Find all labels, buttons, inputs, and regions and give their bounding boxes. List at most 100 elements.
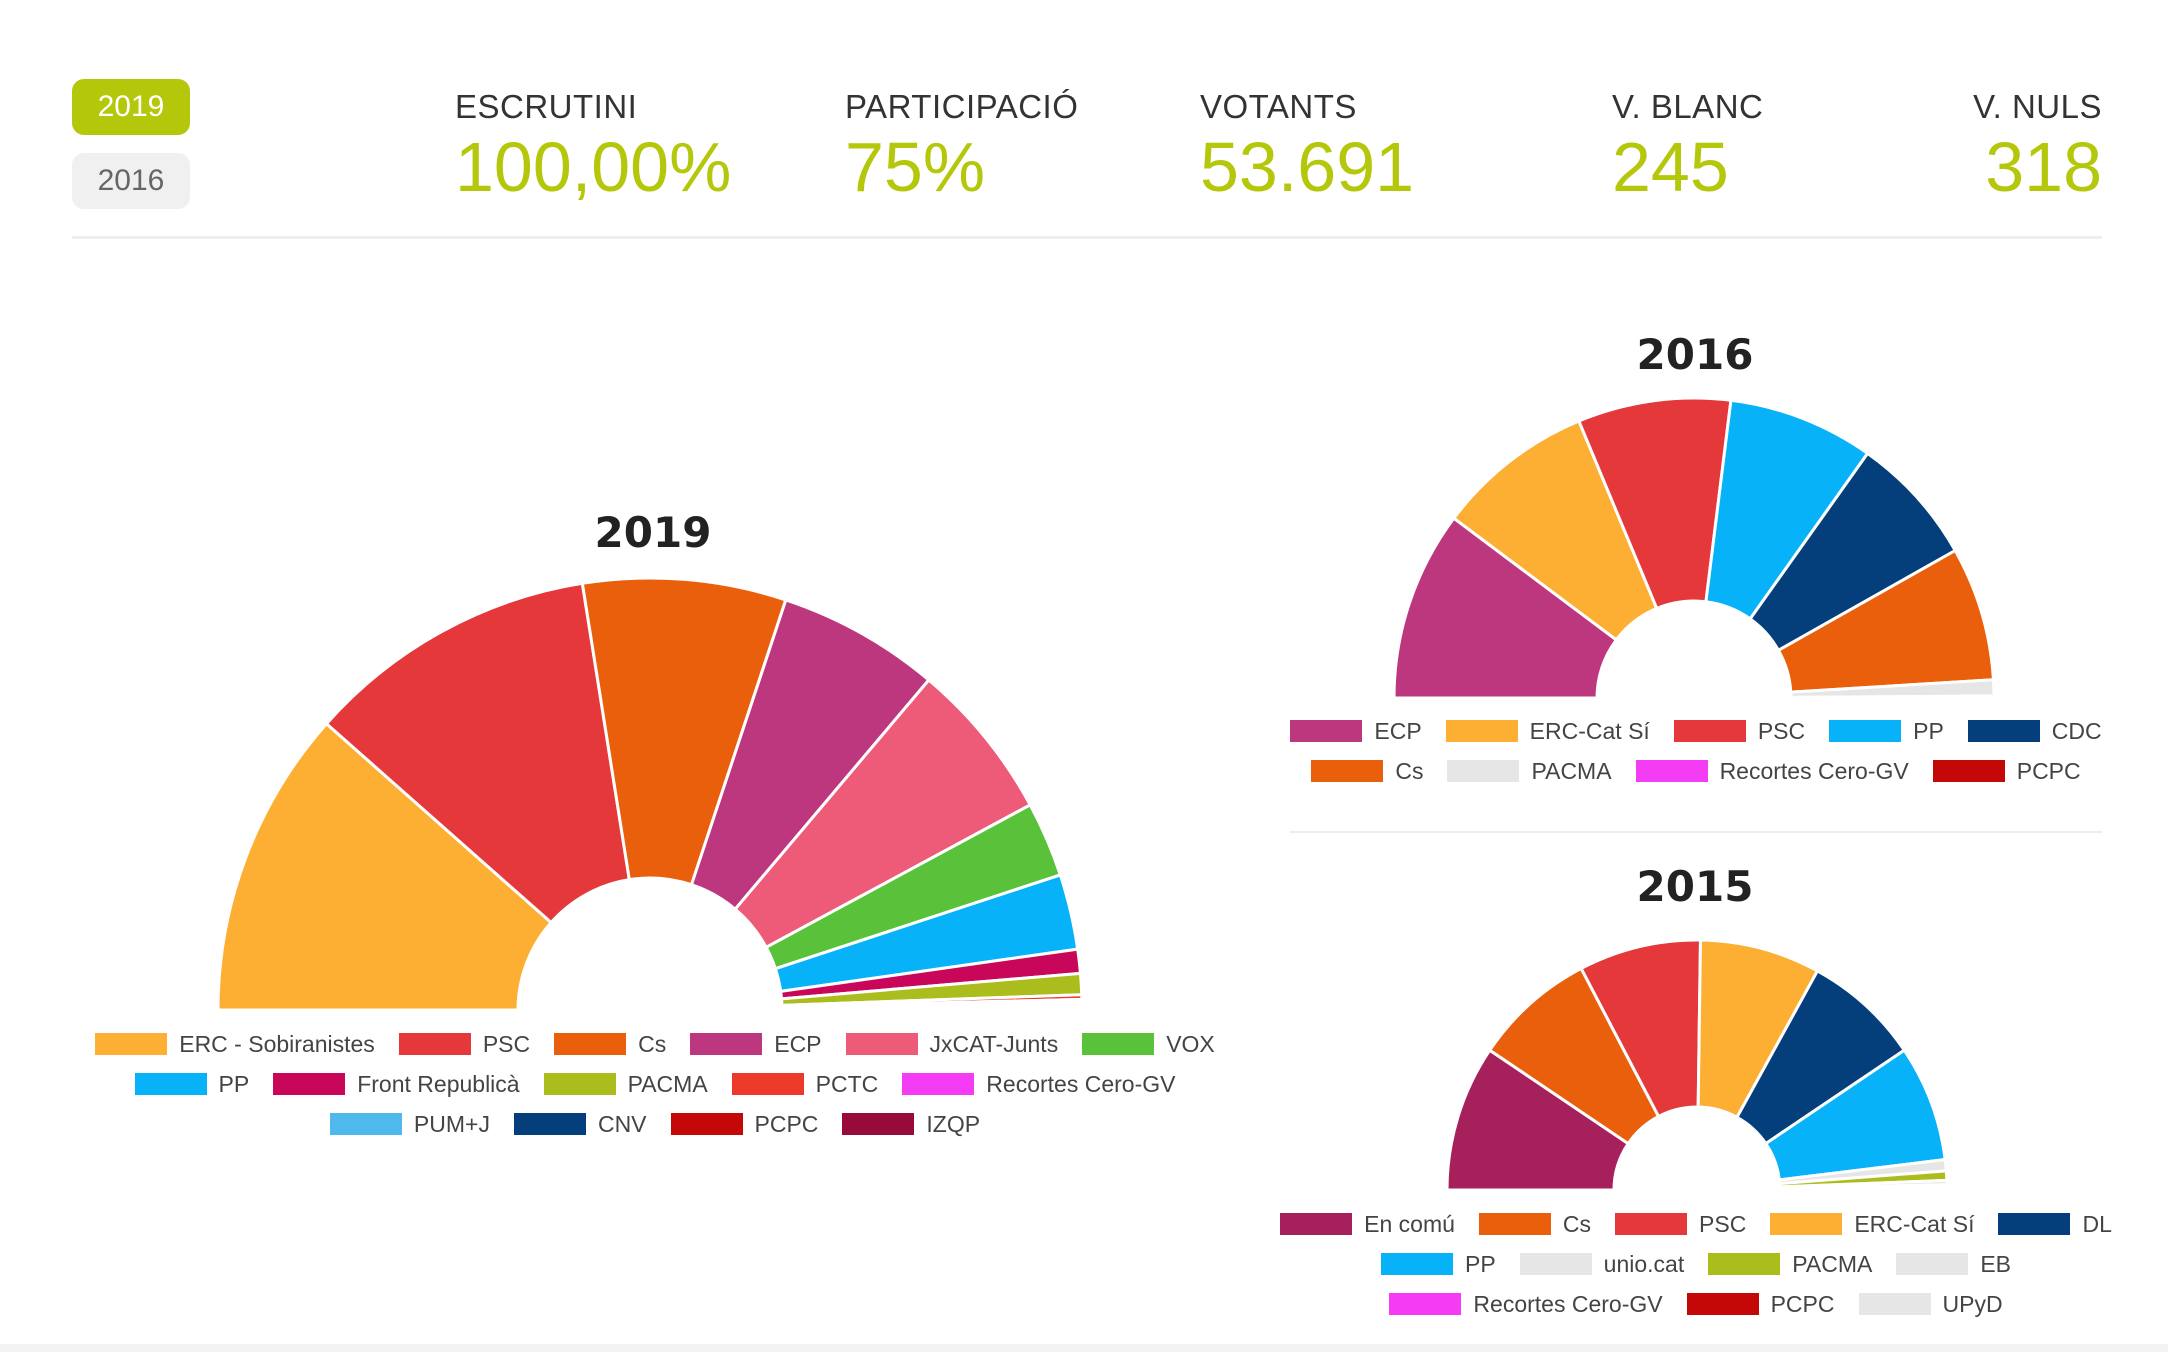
legend-item-pcpc[interactable]: PCPC [1686, 1291, 1835, 1318]
legend-item-ecp[interactable]: ECP [1290, 717, 1422, 745]
legend-swatch [1478, 1213, 1551, 1235]
legend-item-cnv[interactable]: CNV [513, 1110, 647, 1138]
legend-label: Cs [638, 1030, 667, 1057]
legend-label: PP [1464, 1250, 1496, 1277]
legend-item-recortes-cero-gv[interactable]: Recortes Cero-GV [1389, 1291, 1663, 1318]
slice-2019-erc-sobiranistes[interactable] [216, 722, 553, 1012]
legend-label: UPyD [1942, 1290, 2003, 1317]
legend-item-vox[interactable]: VOX [1082, 1031, 1215, 1058]
stat-label: V. NULS [1973, 88, 2102, 125]
bottom-bar [0, 1344, 2168, 1352]
legend-swatch [1615, 1213, 1688, 1235]
legend-label: Recortes Cero-GV [986, 1070, 1176, 1097]
stat-value: 318 [1985, 128, 2102, 206]
legend-label: PSC [1757, 717, 1806, 744]
slice-2015-upyd[interactable] [1778, 1186, 1949, 1192]
legend-item-pctc[interactable]: PCTC [731, 1071, 878, 1098]
legend-swatch [845, 1033, 918, 1055]
chart-title-2016: 2016 [1636, 330, 1754, 379]
legend-item-cs[interactable]: Cs [1478, 1210, 1592, 1238]
legend-label: PSC [1699, 1210, 1747, 1237]
legend-label: EB [1980, 1250, 2012, 1277]
legend-item-erc-cat-s[interactable]: ERC-Cat Sí [1445, 718, 1650, 745]
legend-label: PUM+J [413, 1110, 490, 1137]
legend-item-pacma[interactable]: PACMA [543, 1071, 708, 1098]
stat-vots-blanc: V. BLANC 245 [1612, 88, 1763, 202]
legend-label: Cs [1562, 1210, 1592, 1237]
legend-swatch [1932, 760, 2005, 782]
legend-swatch [273, 1073, 346, 1095]
legend-item-upyd[interactable]: UPyD [1858, 1290, 2003, 1318]
legend-row: PP unio.cat PACMA EB [1280, 1244, 2112, 1284]
legend-row: PP Front Republicà PACMA PCTC Recortes Cero-… [110, 1064, 1200, 1104]
legend-label: IZQP [926, 1110, 981, 1137]
year-button-2019[interactable]: 2019 [72, 79, 190, 135]
legend-label: CNV [597, 1110, 647, 1137]
legend-item-pacma[interactable]: PACMA [1708, 1251, 1872, 1278]
legend-item-pp[interactable]: PP [1380, 1250, 1496, 1278]
legend-swatch [1708, 1253, 1781, 1275]
legend-swatch [670, 1113, 743, 1135]
slice-2016-pp[interactable] [1704, 398, 1870, 621]
legend-item-erc-cat-s[interactable]: ERC-Cat Sí [1770, 1211, 1974, 1238]
legend-label: PP [218, 1070, 250, 1097]
legend-item-izqp[interactable]: IZQP [842, 1111, 980, 1138]
legend-label: ERC - Sobiranistes [179, 1030, 375, 1057]
legend-swatch [1967, 720, 2040, 742]
legend-swatch [1635, 760, 1708, 782]
legend-swatch [1445, 720, 1518, 742]
legend-item-erc-sobiranistes[interactable]: ERC - Sobiranistes [95, 1031, 375, 1058]
legend-item-recortes-cero-gv[interactable]: Recortes Cero-GV [902, 1071, 1175, 1098]
legend-swatch [1311, 760, 1384, 782]
legend-item-pcpc[interactable]: PCPC [1932, 757, 2081, 785]
slice-2016-pcpc[interactable] [1789, 695, 1996, 700]
legend-item-front-republic[interactable]: Front Republicà [273, 1071, 520, 1098]
legend-swatch [902, 1073, 975, 1095]
legend-row: ERC - Sobiranistes PSC Cs ECP JxCAT-Junts VOX [95, 1024, 1215, 1064]
legend-item-pp[interactable]: PP [134, 1070, 250, 1098]
legend-item-pum-j[interactable]: PUM+J [329, 1110, 490, 1138]
legend-label: PP [1913, 717, 1944, 744]
slice-2015-en-com[interactable] [1445, 1048, 1630, 1192]
legend-item-cs[interactable]: Cs [1311, 758, 1423, 785]
legend-item-en-com[interactable]: En comú [1280, 1211, 1455, 1238]
legend-item-cdc[interactable]: CDC [1967, 717, 2102, 745]
legend-label: PCPC [2016, 757, 2081, 784]
legend-item-dl[interactable]: DL [1998, 1211, 2112, 1238]
legend-swatch [95, 1033, 168, 1055]
slice-2019-cs[interactable] [580, 576, 788, 887]
legend-swatch [690, 1033, 763, 1055]
legend-item-cs[interactable]: Cs [554, 1031, 666, 1058]
legend-item-pcpc[interactable]: PCPC [670, 1111, 818, 1138]
legend-swatch [1858, 1293, 1931, 1315]
legend-item-ecp[interactable]: ECP [690, 1030, 822, 1058]
slice-2019-izqp[interactable] [780, 1006, 1084, 1012]
legend-swatch [398, 1033, 471, 1055]
legend-item-pacma[interactable]: PACMA [1447, 758, 1612, 785]
legend-swatch [513, 1113, 586, 1135]
legend-item-psc[interactable]: PSC [398, 1031, 530, 1058]
legend-label: Recortes Cero-GV [1719, 757, 1909, 784]
legend-label: CDC [2051, 717, 2102, 744]
slice-2019-psc[interactable] [324, 581, 631, 925]
legend-label: ECP [1374, 717, 1422, 744]
legend-swatch [1770, 1213, 1843, 1235]
legend-swatch [329, 1113, 402, 1135]
slice-2016-erc-cat-s[interactable] [1452, 419, 1659, 642]
legend-item-psc[interactable]: PSC [1673, 717, 1806, 745]
legend-item-unio-cat[interactable]: unio.cat [1519, 1251, 1684, 1278]
year-button-2016[interactable]: 2016 [72, 153, 190, 209]
legend-item-psc[interactable]: PSC [1615, 1211, 1746, 1238]
legend-item-recortes-cero-gv[interactable]: Recortes Cero-GV [1635, 757, 1909, 785]
legend-swatch [842, 1113, 915, 1135]
charts-divider [1290, 831, 2102, 833]
legend-item-pp[interactable]: PP [1829, 718, 1944, 745]
legend-item-eb[interactable]: EB [1896, 1251, 2011, 1278]
legend-item-jxcat-junts[interactable]: JxCAT-Junts [845, 1031, 1058, 1058]
stat-label: V. BLANC [1612, 88, 1764, 125]
stat-votants: VOTANTS 53.691 [1200, 88, 1414, 202]
chart-title-2019: 2019 [594, 508, 712, 557]
legend-swatch [731, 1073, 804, 1095]
legend-label: ECP [774, 1030, 822, 1057]
slice-2016-ecp[interactable] [1392, 516, 1618, 700]
